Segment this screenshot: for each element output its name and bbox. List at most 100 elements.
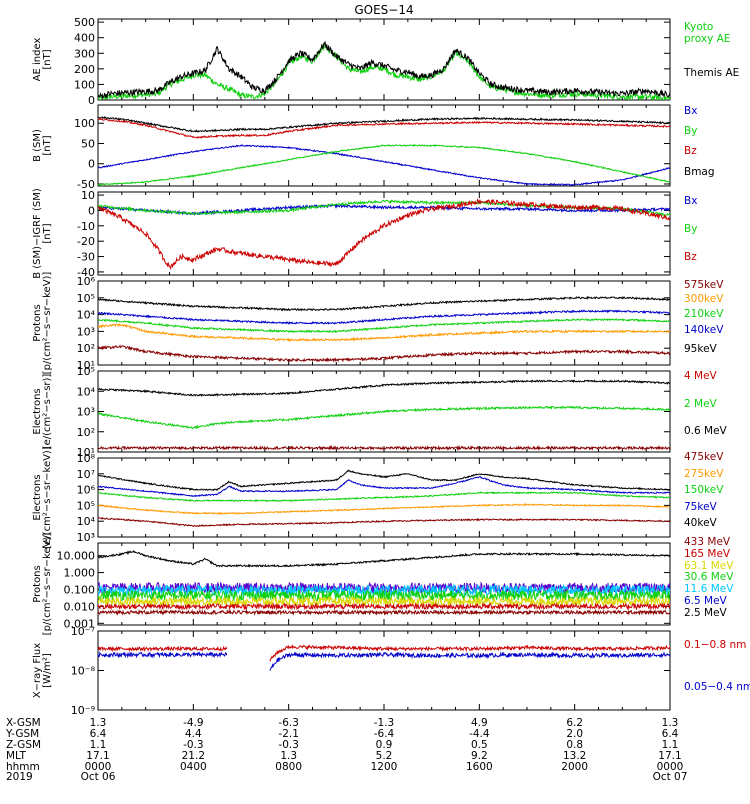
y-axis-label-line: [p/(cm²−s−sr−keV)] <box>42 272 53 375</box>
y-axis-label: X−ray Flux[W/m²] <box>32 643 53 698</box>
series-line-0-6-mev <box>98 379 670 398</box>
y-tick-label: 100 <box>74 78 95 91</box>
ephemeris-row-label: Y-GSM <box>5 728 39 740</box>
y-axis-label: Electrons[e/(cm²−s−sr−keV)] <box>32 446 53 549</box>
legend-entry: 11.6 MeV <box>684 583 734 595</box>
legend-entry: 300keV <box>684 293 724 305</box>
y-tick-label: 10⁴ <box>77 385 96 398</box>
y-tick-label: 10⁶ <box>77 484 96 497</box>
y-tick-label: 10⁷ <box>77 468 95 481</box>
y-tick-label: 10.000 <box>57 550 96 563</box>
series-line-40kev <box>98 469 670 492</box>
y-axis-label-line: Electrons <box>32 474 43 520</box>
y-tick-label: 10⁵ <box>77 292 95 305</box>
legend-entry: 6.5 MeV <box>684 595 728 607</box>
y-axis-label-line: [W/m²] <box>42 653 53 688</box>
series-line-0-05-0-4-nm <box>98 651 228 659</box>
y-tick-label: 10³ <box>77 325 95 338</box>
legend-entry: 75keV <box>684 501 718 513</box>
legend-entry: 165 MeV <box>684 548 731 560</box>
panel-5 <box>97 370 671 453</box>
series-line-575kev <box>98 344 670 363</box>
ephemeris-value: 0.5 <box>471 739 488 751</box>
y-tick-label: 10⁻⁹ <box>71 704 95 717</box>
ephemeris-value: 13.2 <box>563 750 586 762</box>
ephemeris-value: 4.9 <box>471 717 488 729</box>
ephemeris-value: -1.3 <box>374 717 395 729</box>
y-tick-label: 0.010 <box>64 600 96 613</box>
y-tick-label: 10⁶ <box>77 275 96 288</box>
ephemeris-value: 0000 <box>85 761 112 773</box>
y-tick-label: 10⁴ <box>77 515 96 528</box>
ephemeris-row-label: hhmm <box>6 761 40 773</box>
ephemeris-value: -6.3 <box>278 717 299 729</box>
ephemeris-value: 4.4 <box>185 728 202 740</box>
ephemeris-value: 1.3 <box>280 750 297 762</box>
ephemeris-value: 6.4 <box>662 728 679 740</box>
ephemeris-value: 17.1 <box>86 750 109 762</box>
ephemeris-value: -6.4 <box>374 728 395 740</box>
ephemeris-value: 1.3 <box>90 717 107 729</box>
y-tick-label: 0.001 <box>64 617 96 630</box>
y-tick-label: 10³ <box>77 531 95 544</box>
y-axis-label: B (SM)−IGRF (SM)[nT] <box>32 188 53 279</box>
ephemeris-value: -4.4 <box>469 728 490 740</box>
legend-entry: 2.5 MeV <box>684 607 728 619</box>
legend-entry: 433 MeV <box>684 536 731 548</box>
plot-title: GOES−14 <box>354 3 413 17</box>
y-axis-label-line: Protons <box>32 565 43 602</box>
y-axis-label-line: X−ray Flux <box>32 643 43 698</box>
legend-entry: 140keV <box>684 324 724 336</box>
y-tick-label: 10² <box>77 342 95 355</box>
y-tick-label: 10³ <box>77 406 95 419</box>
ephemeris-value: 21.2 <box>182 750 205 762</box>
ephemeris-value: -0.3 <box>183 739 204 751</box>
y-axis-label-line: B (SM) <box>32 129 43 162</box>
ephemeris-row-label: 2019 <box>6 771 33 783</box>
y-tick-label: 10⁴ <box>77 309 96 322</box>
y-tick-label: -40 <box>77 266 95 279</box>
series-line-140kev <box>98 309 670 325</box>
legend-entry: Bx <box>684 105 697 117</box>
series-line-by <box>98 144 670 186</box>
series-line-0-1-0-8-nm <box>98 645 228 653</box>
series-line-30-6-mev <box>98 589 670 603</box>
y-tick-label: 10⁻⁸ <box>71 665 96 678</box>
series-line-bz <box>98 198 670 271</box>
y-tick-label: 10 <box>81 189 95 202</box>
legend-entry: By <box>684 223 697 235</box>
panel-4 <box>97 280 671 366</box>
y-axis-label-line: [nT] <box>42 223 53 243</box>
y-tick-label: 10⁵ <box>77 499 95 512</box>
y-tick-label: 10⁸ <box>77 452 96 465</box>
y-axis-label: B (SM)[nT] <box>32 129 53 162</box>
series-line-bz <box>98 118 670 139</box>
y-tick-label: 0 <box>88 94 95 107</box>
series-line-bx <box>98 144 670 186</box>
y-tick-label: -50 <box>77 178 95 191</box>
series-line-themis-ae <box>98 41 670 100</box>
y-axis-label-line: AE index <box>32 38 43 82</box>
y-axis-label-line: [e/(cm²−s−sr−keV)] <box>42 446 53 549</box>
ephemeris-value: 0.8 <box>566 739 583 751</box>
y-axis-label: Protons[p/(cm²−s−sr−keV)] <box>32 272 53 375</box>
panel-1 <box>97 18 671 101</box>
panel-2 <box>97 104 671 187</box>
y-tick-label: 10² <box>77 426 95 439</box>
ephemeris-value: 0.9 <box>376 739 393 751</box>
series-line-2-5-mev <box>98 549 670 568</box>
y-tick-label: -30 <box>77 251 95 264</box>
panel-8 <box>97 630 671 711</box>
legend-entry: Bx <box>684 195 697 207</box>
panel-frame <box>97 191 671 276</box>
series-line-150kev <box>98 491 670 503</box>
ephemeris-value: -4.9 <box>183 717 204 729</box>
y-tick-label: 10⁻⁷ <box>71 625 95 638</box>
series-line-300kev <box>98 323 670 342</box>
legend-entry: 150keV <box>684 484 724 496</box>
ephemeris-value: 1.3 <box>662 717 679 729</box>
series-line-63-1-mev <box>98 595 670 608</box>
panel-frame <box>97 630 671 711</box>
ephemeris-value: 2000 <box>561 761 588 773</box>
